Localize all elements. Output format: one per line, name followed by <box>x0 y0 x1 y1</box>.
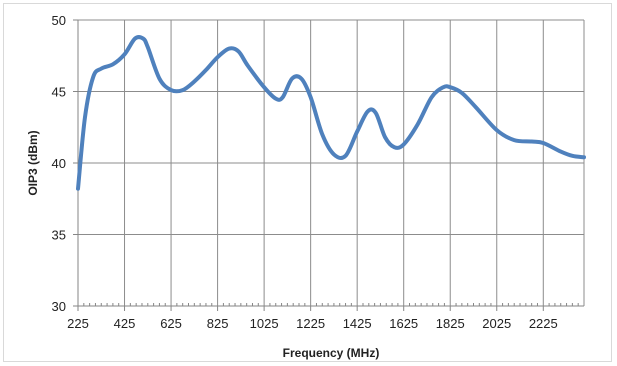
x-tick-label: 825 <box>207 316 229 331</box>
x-tick-label: 225 <box>67 316 89 331</box>
y-tick-label: 35 <box>52 228 66 243</box>
oip3-series-line <box>76 35 586 191</box>
y-tick-label: 45 <box>52 85 66 100</box>
y-tick-label: 40 <box>52 156 66 171</box>
x-tick-label: 625 <box>160 316 182 331</box>
x-tick-label: 1225 <box>296 316 325 331</box>
x-tick-label: 2025 <box>482 316 511 331</box>
x-axis-title: Frequency (MHz) <box>283 346 380 360</box>
y-tick-label: 50 <box>52 13 66 28</box>
series-layer <box>76 35 586 191</box>
x-tick-label: 1025 <box>250 316 279 331</box>
x-tick-label: 2225 <box>529 316 558 331</box>
x-tick-label: 425 <box>114 316 136 331</box>
axes <box>73 19 584 311</box>
gridlines <box>78 19 585 306</box>
x-tick-label: 1425 <box>343 316 372 331</box>
y-axis-title: OIP3 (dBm) <box>26 130 40 195</box>
x-tick-label: 1825 <box>436 316 465 331</box>
y-tick-label: 30 <box>52 299 66 314</box>
x-tick-label: 1625 <box>389 316 418 331</box>
tick-labels: 30 35 40 45 50 225 425 625 825 1025 1225 1425 1625 18… <box>52 13 558 331</box>
